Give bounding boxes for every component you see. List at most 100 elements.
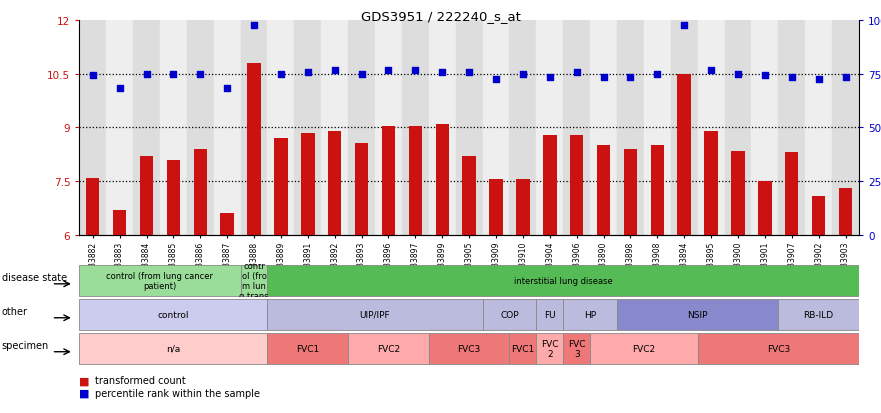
Point <box>354 71 368 78</box>
Point <box>704 67 718 74</box>
Text: interstitial lung disease: interstitial lung disease <box>514 276 612 285</box>
Bar <box>590 333 698 364</box>
Text: FVC1: FVC1 <box>296 344 320 353</box>
Bar <box>617 21 644 235</box>
Point <box>220 85 234 92</box>
Bar <box>294 21 322 235</box>
Bar <box>79 333 268 364</box>
Bar <box>429 21 455 235</box>
Bar <box>187 21 214 235</box>
Bar <box>596 146 611 235</box>
Bar <box>301 133 315 235</box>
Text: control (from lung cancer
patient): control (from lung cancer patient) <box>107 271 213 290</box>
Bar <box>214 21 241 235</box>
Bar <box>785 153 798 235</box>
Text: transformed count: transformed count <box>95 375 186 385</box>
Bar <box>670 21 698 235</box>
Bar <box>698 21 724 235</box>
Text: NSIP: NSIP <box>687 310 708 319</box>
Point <box>839 75 853 81</box>
Text: FVC
2: FVC 2 <box>541 339 559 358</box>
Bar <box>650 146 664 235</box>
Bar <box>241 265 268 297</box>
Point <box>596 75 611 81</box>
Bar <box>731 151 744 235</box>
Bar <box>483 299 537 330</box>
Bar <box>724 21 751 235</box>
Text: contr
ol (fro
m lun
g trans: contr ol (fro m lun g trans <box>240 262 269 300</box>
Bar <box>778 21 805 235</box>
Bar <box>832 21 859 235</box>
Bar <box>194 150 207 235</box>
Point <box>758 73 772 79</box>
Bar <box>167 160 180 235</box>
Text: other: other <box>2 306 27 316</box>
Bar <box>241 21 268 235</box>
Bar <box>381 126 396 235</box>
Point <box>462 69 476 76</box>
Point <box>328 67 342 74</box>
Bar <box>751 21 778 235</box>
Text: percentile rank within the sample: percentile rank within the sample <box>95 388 260 398</box>
Bar <box>274 139 288 235</box>
Text: FVC1: FVC1 <box>511 344 535 353</box>
Bar <box>759 182 772 235</box>
Text: control: control <box>158 310 189 319</box>
Text: RB-ILD: RB-ILD <box>803 310 833 319</box>
Bar <box>563 333 590 364</box>
Point <box>650 71 664 78</box>
Bar <box>107 21 133 235</box>
Bar <box>375 21 402 235</box>
Bar <box>537 333 563 364</box>
Text: FU: FU <box>544 310 556 319</box>
Bar <box>220 214 233 235</box>
Bar <box>570 135 583 235</box>
Bar <box>705 132 718 235</box>
Text: UIP/IPF: UIP/IPF <box>359 310 390 319</box>
Text: disease state: disease state <box>2 273 67 282</box>
Bar <box>483 21 509 235</box>
Bar <box>86 178 100 235</box>
Text: FVC3: FVC3 <box>766 344 790 353</box>
Text: specimen: specimen <box>2 340 48 350</box>
Bar <box>355 144 368 235</box>
Bar <box>617 299 778 330</box>
Point <box>435 69 449 76</box>
Bar <box>160 21 187 235</box>
Point <box>785 75 799 81</box>
Bar <box>435 124 449 235</box>
Point <box>381 67 396 74</box>
Bar <box>812 196 825 235</box>
Bar <box>429 333 509 364</box>
Bar <box>328 132 342 235</box>
Text: n/a: n/a <box>167 344 181 353</box>
Bar <box>537 21 563 235</box>
Point <box>516 71 530 78</box>
Point <box>543 75 557 81</box>
Point <box>85 73 100 79</box>
Text: FVC
3: FVC 3 <box>568 339 586 358</box>
Bar <box>455 21 483 235</box>
Point <box>570 69 584 76</box>
Bar <box>79 299 268 330</box>
Text: COP: COP <box>500 310 519 319</box>
Bar <box>543 135 557 235</box>
Point <box>731 71 745 78</box>
Bar <box>624 150 637 235</box>
Bar <box>805 21 832 235</box>
Point <box>113 85 127 92</box>
Bar <box>698 333 859 364</box>
Bar <box>563 21 590 235</box>
Text: ■: ■ <box>79 375 90 385</box>
Bar <box>509 333 537 364</box>
Point <box>247 23 261 29</box>
Point <box>300 69 315 76</box>
Text: HP: HP <box>584 310 596 319</box>
Bar <box>489 180 503 235</box>
Bar <box>537 299 563 330</box>
Bar <box>516 180 529 235</box>
Bar <box>79 265 241 297</box>
Bar <box>509 21 537 235</box>
Bar <box>677 74 691 235</box>
Bar <box>348 333 429 364</box>
